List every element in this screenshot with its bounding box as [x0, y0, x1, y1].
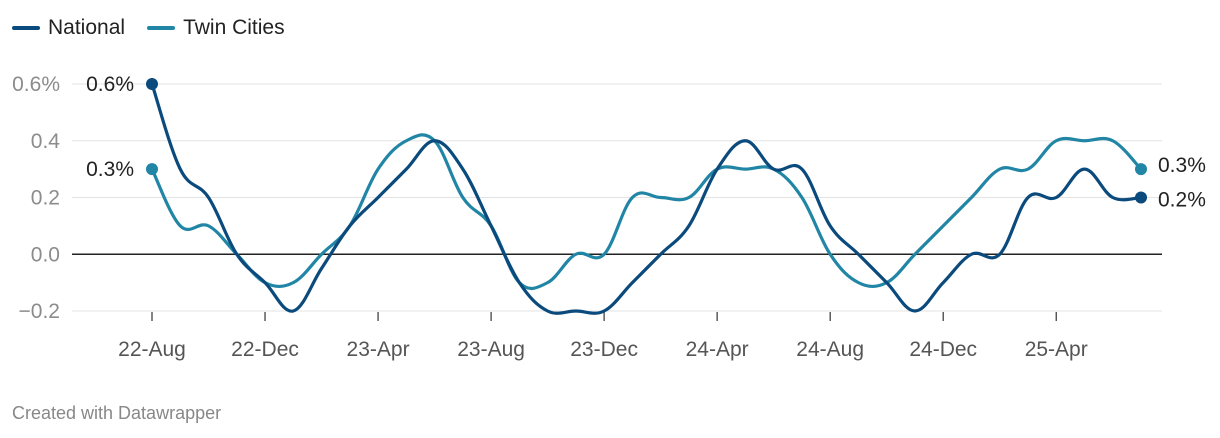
x-tick-label: 23-Dec [570, 338, 638, 361]
data-label-twin-cities-start: 0.3% [86, 158, 134, 181]
x-tick-label: 24-Aug [796, 338, 864, 361]
x-tick-label: 23-Apr [347, 338, 410, 361]
x-tick-label: 25-Apr [1025, 338, 1088, 361]
data-label-national-start: 0.6% [86, 73, 134, 96]
x-tick-label: 22-Aug [118, 338, 186, 361]
legend: National Twin Cities [12, 16, 285, 40]
x-tick-label: 24-Dec [909, 338, 977, 361]
y-tick-label: −0.2 [19, 300, 60, 323]
y-tick-label: 0.6% [12, 73, 60, 96]
series-line-twin-cities [150, 133, 1143, 291]
y-tick-label: 0.4 [31, 130, 61, 153]
x-tick-label: 24-Apr [686, 338, 749, 361]
x-tick-label: 23-Aug [457, 338, 525, 361]
legend-label-twin-cities: Twin Cities [183, 16, 285, 39]
data-label-twin-cities-end: 0.3% [1158, 154, 1206, 177]
y-tick-label: 0.2 [31, 187, 60, 210]
legend-swatch-national [12, 26, 40, 30]
start-point-twin-cities [146, 163, 158, 176]
end-point-national [1135, 191, 1147, 204]
series-line-national [150, 82, 1143, 315]
data-label-national-end: 0.2% [1158, 189, 1206, 212]
legend-item-twin-cities: Twin Cities [147, 16, 285, 40]
end-point-twin-cities [1135, 163, 1147, 176]
legend-item-national: National [12, 16, 125, 40]
start-point-national [146, 78, 158, 90]
footer-credit: Created with Datawrapper [12, 403, 222, 423]
x-tick-label: 22-Dec [231, 338, 299, 361]
y-tick-label: 0.0 [31, 243, 60, 266]
legend-label-national: National [48, 16, 126, 39]
legend-swatch-twin-cities [147, 26, 176, 30]
